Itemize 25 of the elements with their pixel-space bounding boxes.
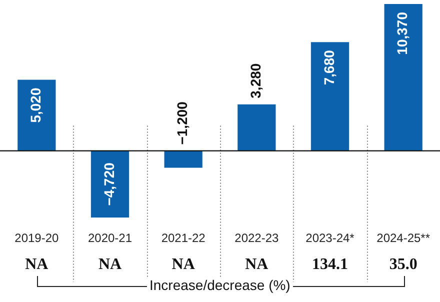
bar bbox=[310, 42, 350, 151]
text: NA bbox=[245, 256, 269, 274]
x-tick-label: 2020-21 bbox=[88, 231, 132, 246]
text: NA bbox=[98, 256, 122, 274]
data-label: −1,200 bbox=[174, 101, 190, 145]
bar bbox=[18, 80, 56, 151]
x-tick-label: 2023-24* bbox=[306, 231, 355, 246]
bar bbox=[238, 104, 276, 151]
x-tick-label: 2019-20 bbox=[14, 231, 60, 246]
bar bbox=[164, 150, 202, 168]
data-label: −4,720 bbox=[100, 162, 117, 206]
text: NA bbox=[172, 256, 196, 274]
text: Increase/decrease (%) bbox=[146, 277, 294, 293]
data-label: 3,280 bbox=[248, 63, 264, 98]
x-tick-label: 2021-22 bbox=[161, 231, 206, 246]
text: NA bbox=[25, 256, 49, 274]
bar bbox=[90, 150, 130, 218]
data-label: 7,680 bbox=[320, 50, 337, 86]
text: 35.0 bbox=[389, 256, 418, 274]
data-label: 10,370 bbox=[394, 12, 410, 55]
bar bbox=[384, 4, 422, 151]
data-label: 5,020 bbox=[28, 88, 44, 123]
x-tick-label: 2024-25** bbox=[376, 231, 430, 246]
x-tick-label: 2022-23 bbox=[234, 231, 280, 246]
text: 134.1 bbox=[312, 256, 348, 274]
